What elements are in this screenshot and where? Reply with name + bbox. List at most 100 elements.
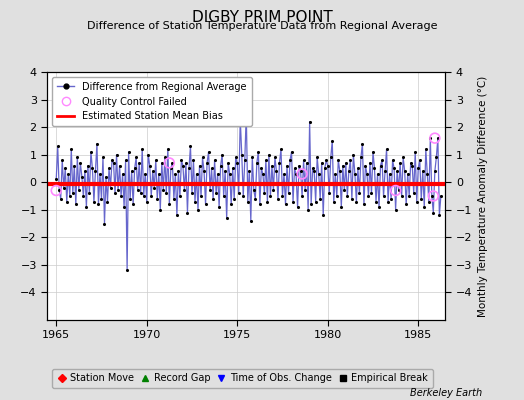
Point: [218, 152, 226, 158]
Point: [318, 160, 326, 166]
Point: [251, 196, 259, 202]
Point: [400, 168, 409, 174]
Point: [141, 171, 149, 177]
Point: [393, 168, 401, 174]
Point: [239, 193, 247, 199]
Point: [354, 165, 362, 172]
Point: [387, 196, 395, 202]
Point: [194, 206, 202, 213]
Point: [138, 146, 146, 152]
Point: [323, 162, 332, 169]
Point: [309, 165, 317, 172]
Point: [213, 171, 222, 177]
Point: [91, 168, 100, 174]
Point: [94, 201, 103, 208]
Point: [76, 160, 84, 166]
Point: [280, 171, 288, 177]
Point: [223, 215, 231, 221]
Point: [168, 160, 177, 166]
Point: [155, 171, 163, 177]
Point: [199, 154, 207, 161]
Point: [358, 140, 367, 147]
Point: [436, 193, 445, 199]
Point: [360, 201, 368, 208]
Point: [197, 193, 205, 199]
Point: [257, 165, 266, 172]
Point: [272, 168, 281, 174]
Point: [378, 157, 386, 163]
Point: [165, 160, 173, 166]
Point: [103, 198, 112, 205]
Point: [349, 152, 357, 158]
Point: [342, 160, 350, 166]
Text: Difference of Station Temperature Data from Regional Average: Difference of Station Temperature Data f…: [87, 21, 437, 31]
Point: [266, 193, 275, 199]
Point: [158, 160, 166, 166]
Y-axis label: Monthly Temperature Anomaly Difference (°C): Monthly Temperature Anomaly Difference (…: [478, 75, 488, 317]
Point: [414, 165, 422, 172]
Point: [383, 146, 391, 152]
Point: [118, 171, 127, 177]
Point: [422, 146, 430, 152]
Legend: Station Move, Record Gap, Time of Obs. Change, Empirical Break: Station Move, Record Gap, Time of Obs. C…: [52, 368, 433, 388]
Point: [259, 171, 267, 177]
Point: [271, 154, 279, 161]
Point: [204, 149, 213, 155]
Point: [127, 168, 136, 174]
Point: [326, 154, 335, 161]
Point: [428, 193, 436, 199]
Point: [361, 162, 369, 169]
Point: [375, 204, 383, 210]
Point: [195, 162, 204, 169]
Point: [156, 206, 165, 213]
Point: [340, 187, 348, 194]
Point: [416, 157, 424, 163]
Point: [330, 198, 338, 205]
Point: [106, 184, 115, 191]
Point: [124, 149, 133, 155]
Point: [78, 174, 86, 180]
Point: [302, 160, 311, 166]
Point: [144, 152, 152, 158]
Point: [191, 198, 199, 205]
Point: [227, 201, 235, 208]
Point: [134, 187, 142, 194]
Point: [339, 162, 347, 169]
Point: [364, 193, 373, 199]
Point: [225, 171, 234, 177]
Point: [245, 168, 254, 174]
Point: [297, 168, 305, 174]
Point: [417, 196, 425, 202]
Point: [90, 198, 98, 205]
Point: [391, 206, 400, 213]
Point: [289, 198, 297, 205]
Point: [182, 160, 190, 166]
Point: [224, 160, 232, 166]
Point: [129, 201, 137, 208]
Point: [333, 193, 341, 199]
Point: [366, 160, 374, 166]
Point: [188, 190, 196, 196]
Point: [335, 168, 344, 174]
Point: [426, 135, 434, 141]
Point: [295, 162, 303, 169]
Point: [165, 201, 173, 208]
Point: [314, 171, 323, 177]
Point: [112, 152, 121, 158]
Point: [248, 154, 257, 161]
Point: [357, 154, 365, 161]
Point: [321, 165, 329, 172]
Point: [93, 140, 101, 147]
Point: [390, 165, 398, 172]
Point: [163, 146, 172, 152]
Point: [170, 196, 178, 202]
Point: [408, 162, 417, 169]
Point: [203, 160, 211, 166]
Point: [200, 168, 208, 174]
Point: [424, 198, 433, 205]
Point: [174, 168, 182, 174]
Point: [209, 196, 217, 202]
Point: [337, 204, 345, 210]
Point: [177, 157, 185, 163]
Point: [99, 154, 107, 161]
